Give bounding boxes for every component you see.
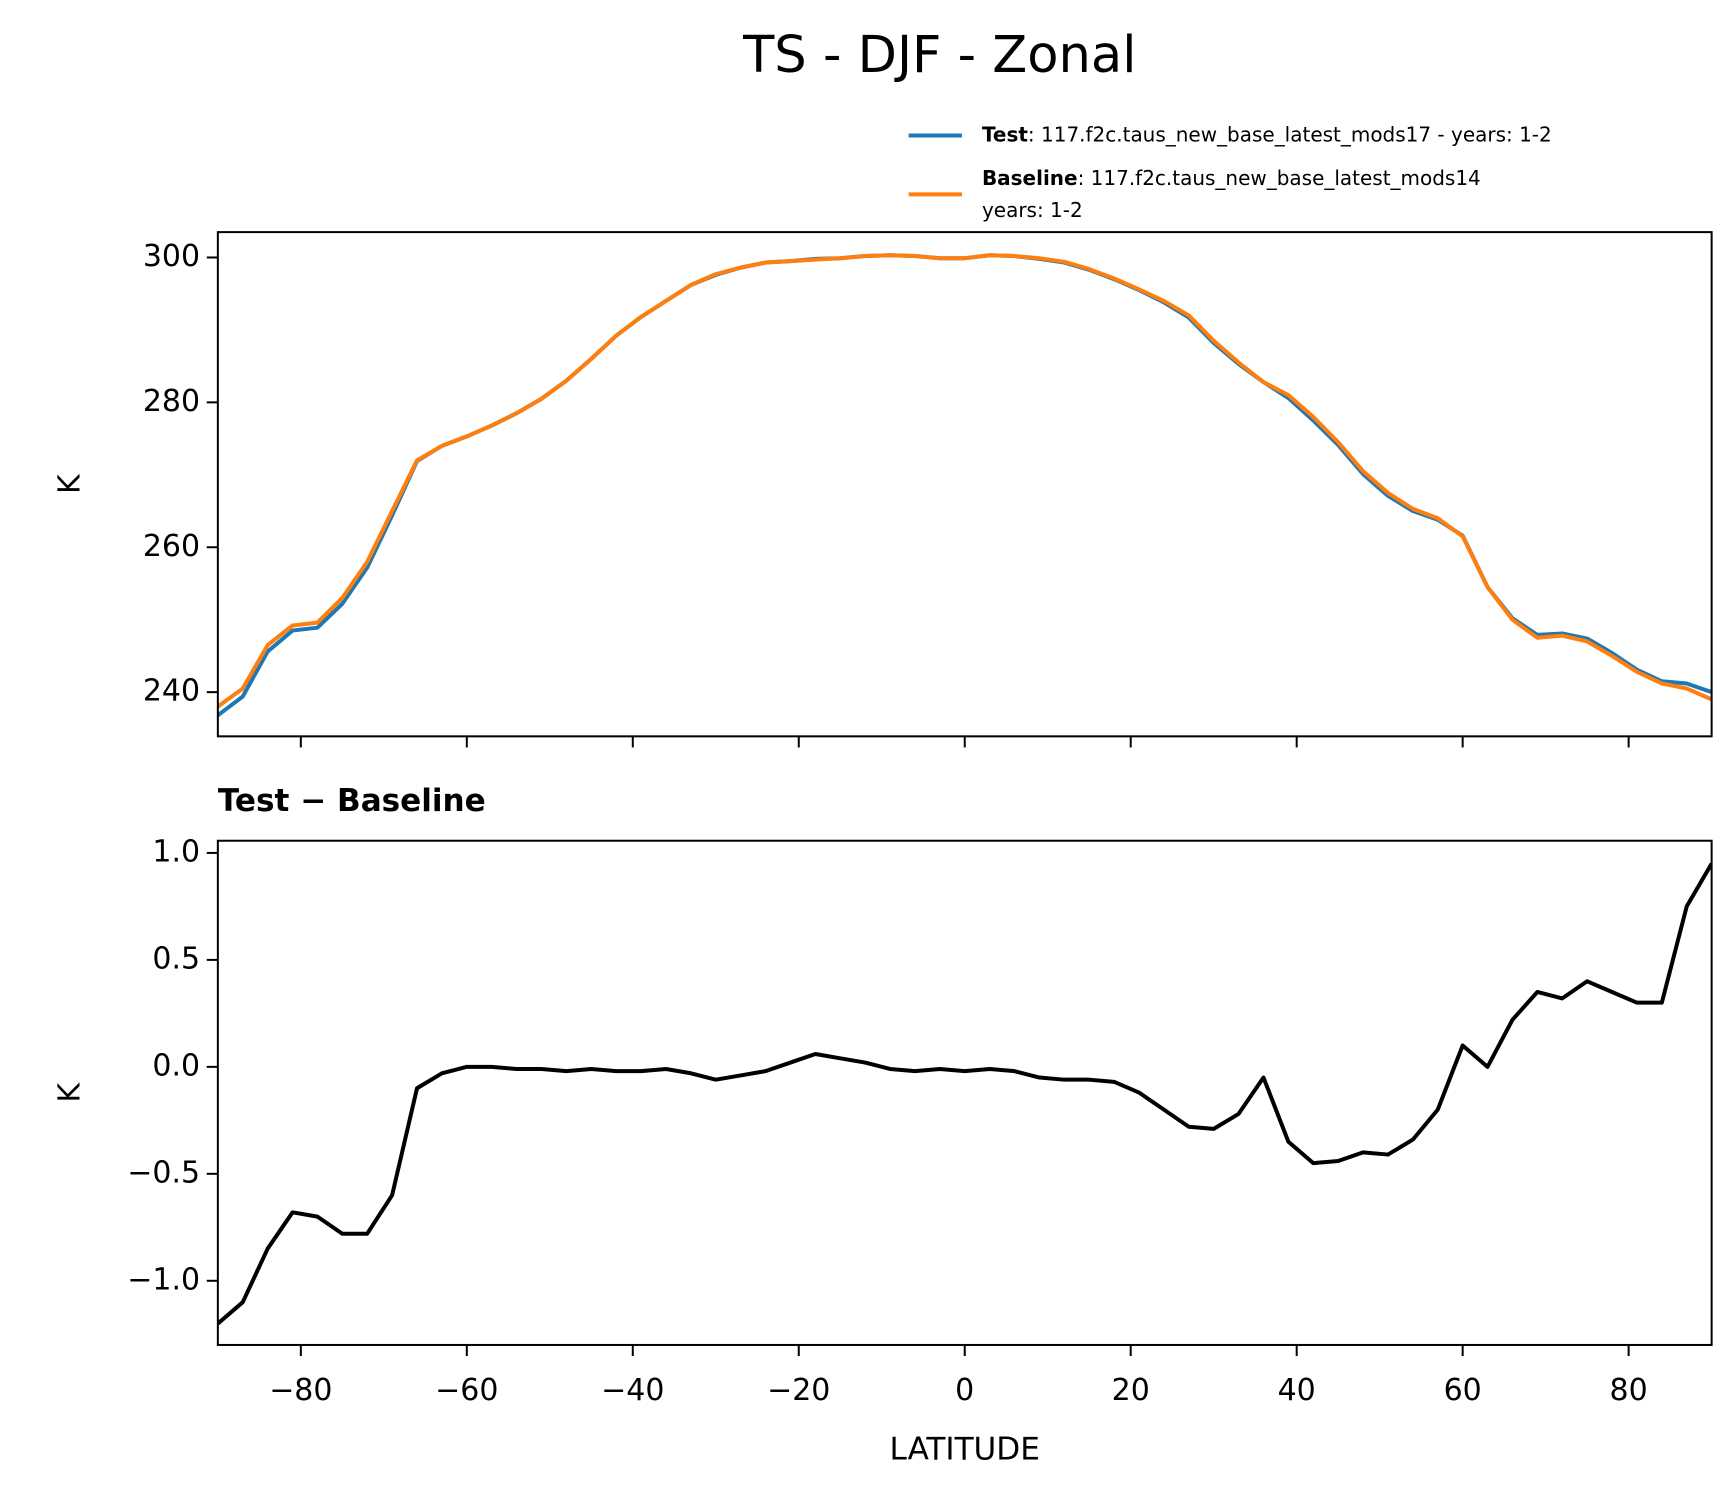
x-tick-label: −60: [435, 1373, 498, 1408]
axes-frame: [216, 231, 1713, 738]
y-tick-label: 0.5: [152, 941, 200, 976]
legend-label: years: 1-2: [982, 198, 1083, 222]
legend-label: : 117.f2c.taus_new_base_latest_mods17 - …: [1028, 122, 1552, 146]
y-tick-label: 1.0: [152, 834, 200, 869]
x-tick-label: −40: [601, 1373, 664, 1408]
y-tick-label: 240: [143, 674, 200, 709]
x-axis-label: LATITUDE: [890, 1431, 1040, 1467]
series-line: [217, 862, 1712, 1326]
y-tick-label: 260: [143, 529, 200, 564]
y-axis-label: K: [53, 473, 88, 494]
x-tick-label: 0: [955, 1373, 974, 1408]
y-tick-label: −0.5: [127, 1155, 200, 1190]
legend-text: Baseline: 117.f2c.taus_new_base_latest_m…: [982, 165, 1481, 189]
x-tick-label: −80: [269, 1373, 332, 1408]
legend-text: years: 1-2: [982, 198, 1083, 222]
legend-text: Test: 117.f2c.taus_new_base_latest_mods1…: [982, 122, 1552, 146]
legend-name: Test: [982, 122, 1028, 146]
x-tick-label: 40: [1278, 1373, 1316, 1408]
y-axis-label: K: [53, 1082, 88, 1103]
y-tick-label: 300: [143, 239, 200, 274]
series-line: [217, 253, 1712, 709]
x-tick-label: −20: [767, 1373, 830, 1408]
axes-title: Test − Baseline: [218, 783, 486, 819]
x-tick-label: 20: [1112, 1373, 1150, 1408]
y-tick-label: 280: [143, 384, 200, 419]
legend-label: : 117.f2c.taus_new_base_latest_mods14: [1078, 165, 1481, 189]
axes-frame: [216, 839, 1713, 1346]
legend-name: Baseline: [982, 165, 1078, 189]
x-tick-label: 60: [1444, 1373, 1482, 1408]
x-tick-label: 80: [1610, 1373, 1648, 1408]
figure-title: TS - DJF - Zonal: [742, 26, 1136, 85]
y-tick-label: 0.0: [152, 1048, 200, 1083]
y-tick-label: −1.0: [127, 1262, 200, 1297]
